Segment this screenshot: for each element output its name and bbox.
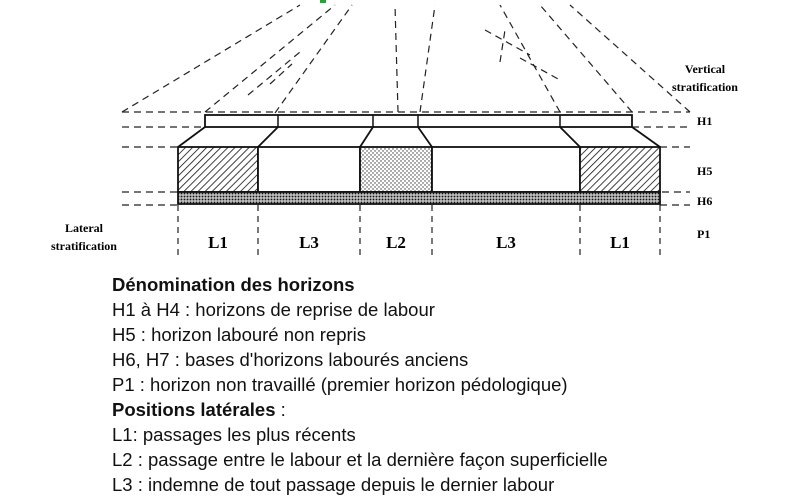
zone-label-l3-right: L3 bbox=[496, 233, 516, 252]
h6-layer bbox=[177, 191, 661, 205]
position-item-l1: L1: passages les plus récents bbox=[112, 424, 356, 445]
zone-label-l1-left: L1 bbox=[208, 233, 228, 252]
horizon-label-h1: H1 bbox=[697, 114, 712, 128]
h5-zone-l1-left bbox=[177, 146, 259, 193]
horizon-item-h5: H5 : horizon labouré non repris bbox=[112, 324, 367, 345]
horizons-title: Dénomination des horizons bbox=[112, 274, 355, 295]
h5-zone-l1-right bbox=[579, 146, 661, 193]
horizon-item-h1-h4: H1 à H4 : horizons de reprise de labour bbox=[112, 299, 435, 320]
positions-title-line: Positions latérales : bbox=[112, 397, 792, 422]
h5-zone-l3-left bbox=[257, 146, 361, 193]
positions-title-suffix: : bbox=[275, 399, 286, 420]
vertical-stratification-label-2: stratification bbox=[672, 80, 738, 94]
positions-title: Positions latérales bbox=[112, 399, 276, 420]
lateral-stratification-label-2: stratification bbox=[51, 239, 117, 253]
position-item-l2: L2 : passage entre le labour et la derni… bbox=[112, 449, 608, 470]
zone-label-l2: L2 bbox=[386, 233, 406, 252]
lateral-stratification-label-1: Lateral bbox=[65, 221, 104, 235]
horizon-label-h5: H5 bbox=[697, 164, 712, 178]
p1-zone-separators bbox=[177, 205, 661, 258]
h1-layer bbox=[204, 114, 633, 128]
horizon-label-h6: H6 bbox=[697, 194, 712, 208]
h1-h5-transition bbox=[177, 126, 661, 148]
zone-label-l1-right: L1 bbox=[610, 233, 630, 252]
h5-layer bbox=[177, 146, 661, 193]
zone-label-l3-left: L3 bbox=[299, 233, 319, 252]
h5-zone-l2 bbox=[359, 146, 433, 193]
horizon-label-p1: P1 bbox=[697, 227, 710, 241]
h5-zone-l3-right bbox=[431, 146, 581, 193]
vertical-stratification-label-1: Vertical bbox=[685, 62, 726, 76]
soil-stratification-diagram: L1 L3 L2 L3 L1 H1 H5 H6 P1 Vertical stra… bbox=[51, 0, 738, 258]
legend: Dénomination des horizons H1 à H4 : hori… bbox=[112, 272, 792, 497]
crop-mark bbox=[320, 0, 326, 3]
horizon-item-p1: P1 : horizon non travaillé (premier hori… bbox=[112, 374, 568, 395]
vertical-stratification-fan bbox=[121, 4, 691, 114]
position-item-l3: L3 : indemne de tout passage depuis le d… bbox=[112, 474, 555, 495]
horizon-item-h6-h7: H6, H7 : bases d'horizons labourés ancie… bbox=[112, 349, 469, 370]
